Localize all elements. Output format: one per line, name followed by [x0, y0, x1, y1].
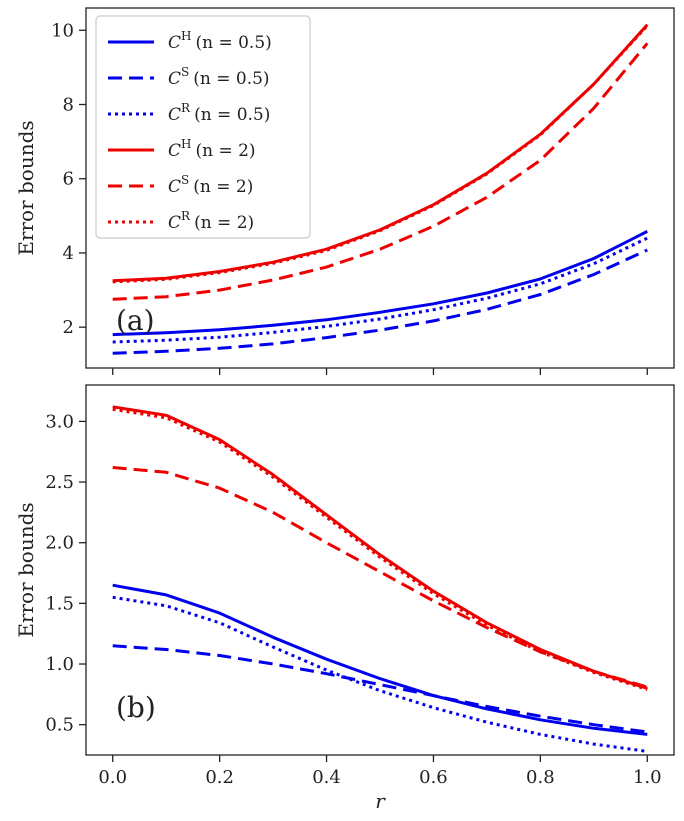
series-line [112, 644, 648, 734]
series-line [112, 466, 648, 689]
series-line [112, 407, 648, 691]
legend-label: CS (n = 2) [168, 173, 253, 197]
panel-label: (a) [116, 304, 155, 337]
y-tick-label: 4 [63, 243, 74, 264]
legend-box [95, 15, 311, 239]
y-tick-label: 0.5 [45, 715, 74, 736]
series-line [112, 595, 648, 753]
series-line [112, 405, 648, 690]
y-tick-label: 8 [63, 94, 74, 115]
y-tick-label: 10 [51, 20, 74, 41]
plot-frame [85, 384, 675, 756]
series-line [112, 236, 648, 344]
y-tick-label: 2.0 [45, 533, 74, 554]
y-tick-label: 3.0 [45, 411, 74, 432]
y-tick-label: 1.0 [45, 654, 74, 675]
legend-label: CH (n = 2) [168, 137, 256, 161]
series-line [112, 24, 649, 284]
x-tick-label: 0.4 [312, 767, 341, 788]
legend-label: CH (n = 0.5) [168, 29, 272, 53]
legend-label: CR (n = 0.5) [168, 101, 270, 125]
legend-label: CS (n = 0.5) [168, 65, 270, 89]
y-tick-label: 2.5 [45, 472, 74, 493]
x-tick-label: 0.0 [98, 767, 127, 788]
x-tick-label: 0.6 [419, 767, 448, 788]
panel-b: 0.0 0.2 0.4 0.6 0.8 1.0 0.5 1.0 1.5 2.0 2.5 3.0 Erro… [14, 384, 675, 813]
series-line [112, 42, 649, 301]
legend: CH (n = 0.5) CS (n = 0.5) CR (n = 0.5) CH (n = … [95, 15, 311, 239]
plot-frame [85, 7, 675, 369]
series-line [112, 248, 648, 355]
y-axis-label: Error bounds [14, 502, 38, 637]
y-tick-label: 6 [63, 169, 74, 190]
x-axis-label: r [375, 789, 386, 813]
y-axis-label: Error bounds [14, 120, 38, 255]
y-tick-label: 2 [63, 317, 74, 338]
series-line [112, 230, 648, 337]
x-tick-label: 0.2 [205, 767, 234, 788]
legend-label: CR (n = 2) [168, 209, 254, 233]
panel-label: (b) [116, 691, 156, 724]
x-tick-label: 0.8 [526, 767, 555, 788]
panel-a: 2 4 6 8 10 Error bounds (a) [14, 7, 675, 375]
x-tick-label: 1.0 [633, 767, 662, 788]
y-tick-label: 1.5 [45, 593, 74, 614]
series-line [112, 583, 648, 736]
